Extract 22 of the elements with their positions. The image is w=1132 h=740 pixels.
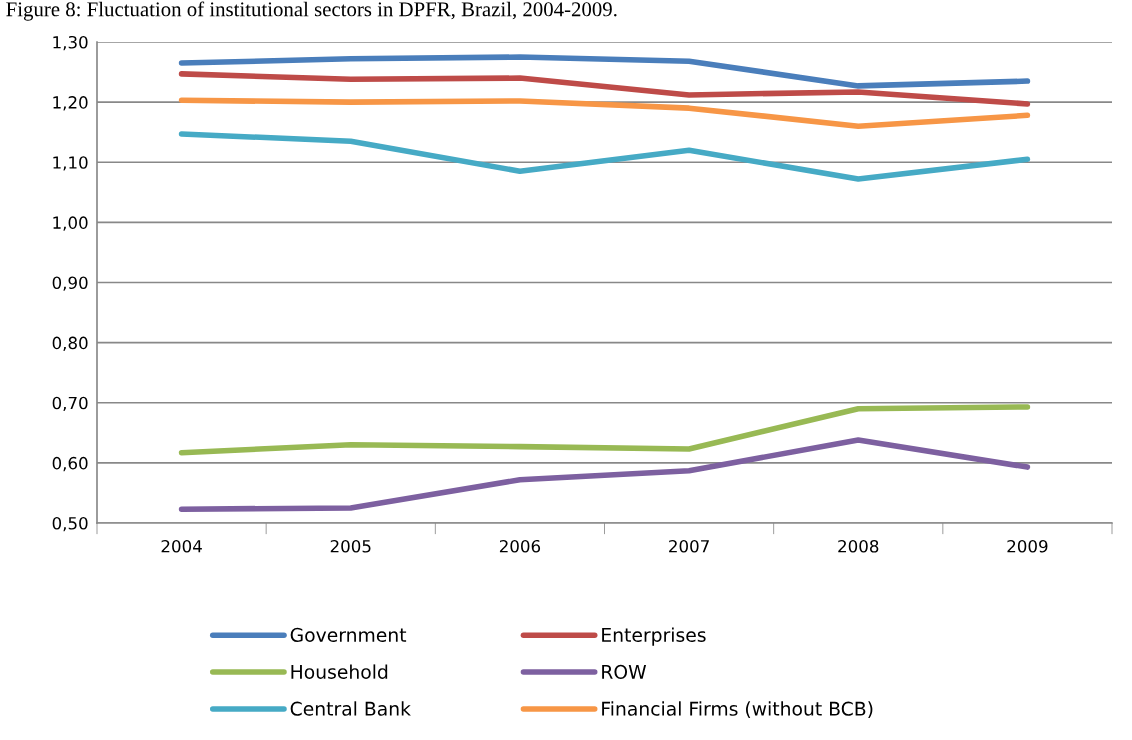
legend-label: Government <box>290 627 407 642</box>
legend-label: Enterprises <box>602 627 706 646</box>
x-tick-label: 2004 <box>161 539 202 553</box>
y-tick-label: 1,30 <box>53 35 88 51</box>
y-tick-label: 0,80 <box>52 336 88 351</box>
x-tick-label: 2006 <box>499 539 541 553</box>
y-tick-label: 0,60 <box>52 456 88 472</box>
legend-label: Financial Firms (without BCB) <box>602 701 873 718</box>
legend-label: Household <box>291 664 388 679</box>
y-tick-label: 0,70 <box>52 396 88 412</box>
legend-label: Central Bank <box>290 701 411 716</box>
y-tick-label: 0,50 <box>52 516 88 532</box>
x-tick-label: 2005 <box>330 539 371 553</box>
x-tick-label: 2007 <box>669 539 709 553</box>
y-tick-label: 1,00 <box>53 216 88 231</box>
legend-label: ROW <box>602 664 647 679</box>
y-tick-label: 1,10 <box>53 156 88 171</box>
y-tick-label: 0,90 <box>52 276 88 291</box>
x-tick-label: 2008 <box>838 539 879 553</box>
chart-title: Figure 8: Fluctuation of institutional sectors in DPFR, Brazil, 2004-2009. <box>6 1 617 21</box>
x-tick-label: 2009 <box>1007 539 1048 553</box>
y-tick-label: 1,20 <box>53 96 88 111</box>
